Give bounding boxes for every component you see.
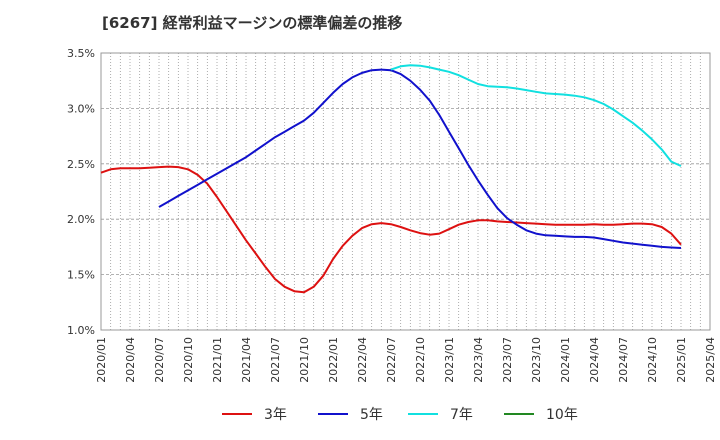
series-line-3年 bbox=[100, 165, 682, 294]
x-tick-label: 2020/04 bbox=[124, 337, 137, 383]
plot-frame bbox=[100, 52, 711, 331]
y-tick-label: 3.0% bbox=[67, 102, 95, 115]
x-tick-label: 2020/07 bbox=[153, 337, 166, 383]
x-tick-label: 2024/10 bbox=[646, 337, 659, 383]
y-tick-label: 1.0% bbox=[67, 324, 95, 337]
x-tick-label: 2021/01 bbox=[211, 337, 224, 383]
legend-label: 10年 bbox=[546, 407, 578, 423]
y-tick-label: 3.5% bbox=[67, 47, 95, 60]
plot-background bbox=[101, 53, 710, 330]
x-tick-label: 2021/10 bbox=[298, 337, 311, 383]
x-tick-label: 2025/04 bbox=[704, 337, 717, 383]
x-tick-label: 2022/07 bbox=[385, 337, 398, 383]
x-tick-label: 2023/04 bbox=[472, 337, 485, 383]
series-line-7年 bbox=[390, 64, 682, 167]
grid-lines bbox=[101, 53, 710, 330]
legend-label: 3年 bbox=[264, 407, 287, 423]
legend: 3年 5年 7年 10年 bbox=[222, 407, 578, 423]
chart-title: [6267] 経常利益マージンの標準偏差の推移 bbox=[102, 14, 403, 32]
legend-label: 5年 bbox=[360, 407, 383, 423]
x-tick-label: 2023/10 bbox=[530, 337, 543, 383]
x-tick-label: 2022/10 bbox=[414, 337, 427, 383]
series-line-5年 bbox=[158, 68, 682, 249]
legend-label: 7年 bbox=[450, 407, 473, 423]
y-tick-label: 2.5% bbox=[67, 158, 95, 171]
x-tick-label: 2025/01 bbox=[675, 337, 688, 383]
x-tick-label: 2023/07 bbox=[501, 337, 514, 383]
y-tick-label: 2.0% bbox=[67, 213, 95, 226]
y-axis-ticks: 1.0% 1.5% 2.0% 2.5% 3.0% 3.5% bbox=[67, 47, 95, 337]
x-tick-label: 2024/04 bbox=[588, 337, 601, 383]
x-tick-label: 2022/01 bbox=[327, 337, 340, 383]
x-tick-label: 2022/04 bbox=[356, 337, 369, 383]
x-tick-label: 2021/04 bbox=[240, 337, 253, 383]
x-tick-label: 2024/07 bbox=[617, 337, 630, 383]
x-tick-label: 2023/01 bbox=[443, 337, 456, 383]
series-lines bbox=[100, 64, 682, 294]
x-tick-label: 2020/10 bbox=[182, 337, 195, 383]
x-axis-ticks: 2020/01 2020/04 2020/07 2020/10 2021/01 2021/… bbox=[95, 337, 717, 383]
x-tick-label: 2021/07 bbox=[269, 337, 282, 383]
x-tick-label: 2020/01 bbox=[95, 337, 108, 383]
x-tick-label: 2024/01 bbox=[559, 337, 572, 383]
y-tick-label: 1.5% bbox=[67, 269, 95, 282]
